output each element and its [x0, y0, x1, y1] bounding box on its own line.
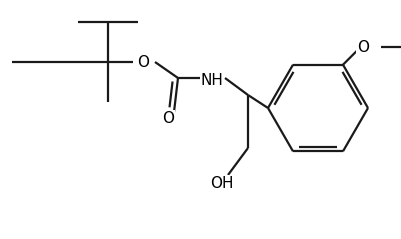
- Text: OH: OH: [210, 175, 233, 190]
- Text: NH: NH: [200, 72, 223, 87]
- Text: O: O: [356, 40, 368, 55]
- Text: O: O: [137, 54, 149, 70]
- Text: O: O: [162, 110, 174, 125]
